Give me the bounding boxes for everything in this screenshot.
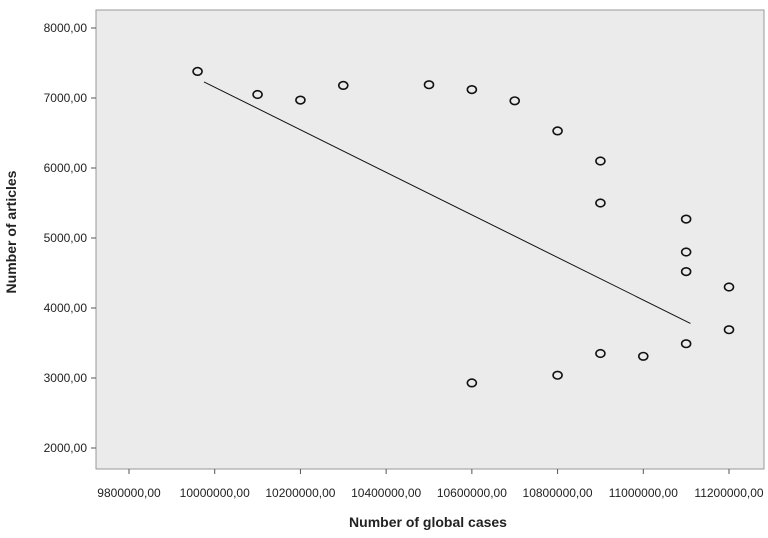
fit-line (203, 81, 691, 324)
data-point (466, 378, 478, 388)
data-point (192, 66, 203, 76)
x-tick-label: 10000000,00 (180, 486, 250, 500)
data-point (723, 282, 735, 292)
y-axis-label: Number of articles (3, 170, 19, 293)
data-point (552, 126, 563, 136)
data-point (637, 351, 649, 361)
x-tick-label: 10800000,00 (523, 486, 593, 500)
x-tick-label: 10400000,00 (351, 486, 421, 500)
points-layer (192, 66, 735, 388)
data-point (595, 198, 606, 208)
data-point (595, 156, 606, 166)
data-point (595, 348, 606, 359)
data-point (252, 89, 263, 100)
x-axis: 9800000,00 10000000,00 10200000,00 10400000… (97, 469, 764, 500)
x-tick-label: 10200000,00 (265, 486, 335, 500)
data-point (552, 370, 563, 380)
y-tick-label: 5000,00 (44, 231, 88, 245)
fit-line-layer (203, 81, 691, 324)
y-tick-label: 8000,00 (44, 21, 88, 35)
plot-area (95, 9, 765, 470)
data-point (680, 339, 692, 349)
data-point (723, 325, 735, 335)
data-point (680, 267, 692, 277)
data-point (337, 80, 349, 90)
data-point (680, 247, 692, 257)
x-tick-label: 9800000,00 (97, 486, 161, 500)
data-point (680, 214, 692, 224)
y-tick-label: 4000,00 (44, 301, 88, 315)
data-point (466, 84, 478, 95)
x-axis-label: Number of global cases (349, 514, 507, 530)
y-tick-label: 2000,00 (44, 441, 88, 455)
data-point (509, 96, 521, 106)
x-tick-label: 11200000,00 (694, 486, 764, 500)
data-point (423, 80, 435, 90)
y-tick-label: 7000,00 (44, 91, 88, 105)
y-tick-label: 6000,00 (44, 161, 88, 175)
y-tick-label: 3000,00 (44, 371, 88, 385)
y-axis: 2000,00 3000,00 4000,00 5000,00 6000,00 7000,… (44, 21, 96, 455)
x-tick-label: 11000000,00 (609, 486, 679, 500)
data-point (295, 95, 306, 105)
x-tick-label: 10600000,00 (437, 486, 507, 500)
